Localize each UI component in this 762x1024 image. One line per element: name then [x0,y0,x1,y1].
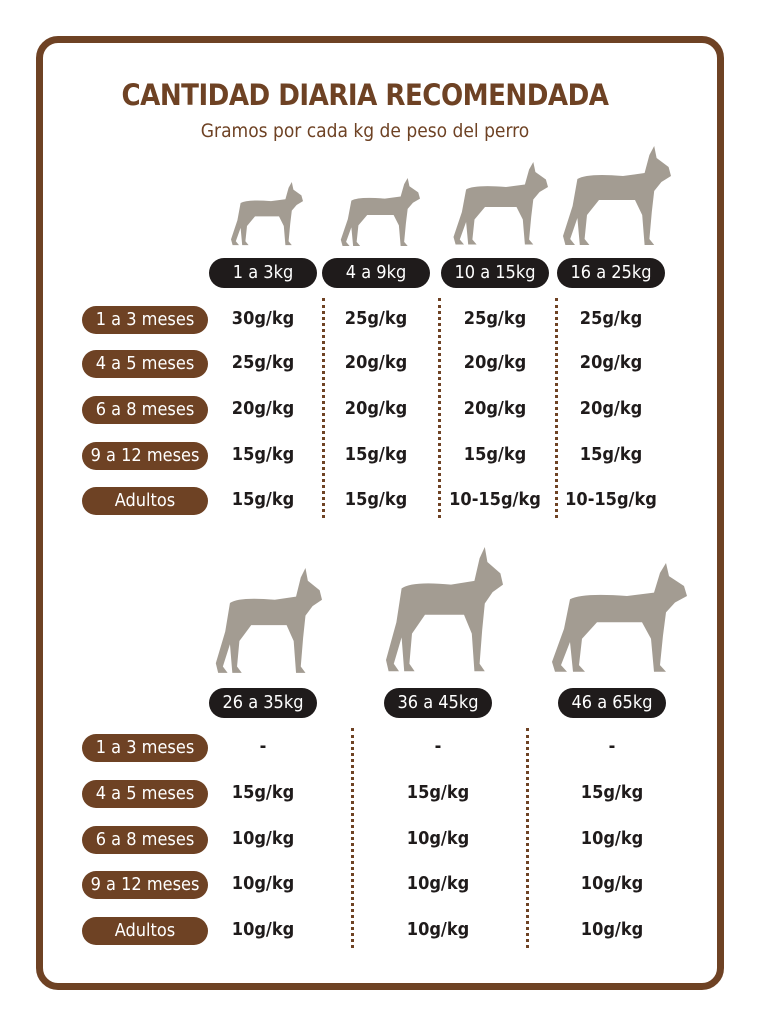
table-cell: 15g/kg [579,444,643,465]
weight-column-header: 4 a 9kg [322,258,430,288]
weight-column-header: 36 a 45kg [384,688,492,718]
table-cell: 20g/kg [579,352,643,373]
dotted-divider [438,298,441,518]
table-cell: 25g/kg [344,308,408,329]
dotted-divider [322,298,325,518]
table-cell: 15g/kg [231,782,295,803]
table-cell: 20g/kg [463,398,527,419]
dotted-divider [555,298,558,518]
table-cell: 30g/kg [231,308,295,329]
weight-column-header: 10 a 15kg [441,258,549,288]
dotted-divider [351,728,354,948]
boxer-icon [215,568,322,673]
table-cell: 20g/kg [579,398,643,419]
table-cell: 15g/kg [580,782,644,803]
table-cell: 20g/kg [463,352,527,373]
table-cell: 10g/kg [580,828,644,849]
age-row-label: 6 a 8 meses [82,826,208,854]
card-frame [36,36,724,990]
table-cell: 25g/kg [463,308,527,329]
table-cell: 10g/kg [231,873,295,894]
scottish-terrier-icon [340,178,420,246]
table-cell: 10g/kg [231,828,295,849]
weight-column-header: 46 a 65kg [558,688,666,718]
table-cell: - [259,736,267,757]
great-dane-icon [386,547,503,672]
age-row-label: 4 a 5 meses [82,350,208,378]
weight-column-header: 1 a 3kg [209,258,317,288]
table-cell: 10g/kg [580,919,644,940]
table-cell: 15g/kg [231,489,295,510]
table-cell: - [434,736,442,757]
table-cell: 20g/kg [344,352,408,373]
saint-bernard-icon [552,563,687,672]
table-cell: 15g/kg [231,444,295,465]
table-cell: 20g/kg [344,398,408,419]
weight-column-header: 16 a 25kg [557,258,665,288]
age-row-label: Adultos [82,487,208,515]
page-subtitle: Gramos por cada kg de peso del perro [200,120,530,142]
page-title: CANTIDAD DIARIA RECOMENDADA [121,78,609,112]
weight-column-header: 26 a 35kg [209,688,317,718]
table-cell: 25g/kg [231,352,295,373]
age-row-label: 9 a 12 meses [82,871,208,899]
table-cell: 10-15g/kg [565,489,657,510]
table-cell: 15g/kg [344,489,408,510]
table-cell: 10-15g/kg [449,489,541,510]
table-cell: 10g/kg [406,873,470,894]
table-cell: 15g/kg [344,444,408,465]
beagle-icon [563,146,671,245]
table-cell: - [608,736,616,757]
age-row-label: 1 a 3 meses [82,306,208,334]
table-cell: 15g/kg [406,782,470,803]
age-row-label: 9 a 12 meses [82,442,208,470]
table-cell: 10g/kg [231,919,295,940]
age-row-label: 1 a 3 meses [82,734,208,762]
schnauzer-icon [453,162,548,245]
dotted-divider [526,728,529,948]
table-cell: 20g/kg [231,398,295,419]
age-row-label: 4 a 5 meses [82,780,208,808]
table-cell: 25g/kg [579,308,643,329]
age-row-label: 6 a 8 meses [82,396,208,424]
table-cell: 10g/kg [406,828,470,849]
age-row-label: Adultos [82,917,208,945]
table-cell: 10g/kg [580,873,644,894]
table-cell: 15g/kg [463,444,527,465]
table-cell: 10g/kg [406,919,470,940]
yorkshire-terrier-icon [231,182,303,246]
